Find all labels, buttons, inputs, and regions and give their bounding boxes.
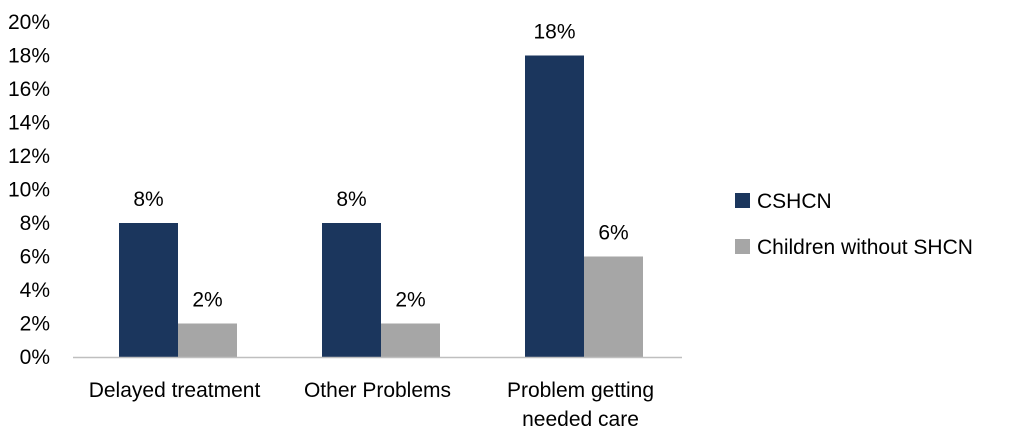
y-tick-label: 18% xyxy=(8,45,50,68)
data-labels: 8% 2% 8% 2% 18% 6% xyxy=(133,21,628,312)
y-tick-label: 14% xyxy=(8,112,50,135)
bar-cshcn xyxy=(119,223,178,357)
y-tick-label: 16% xyxy=(8,78,50,101)
data-label: 8% xyxy=(133,188,163,211)
bars xyxy=(119,55,643,357)
x-axis-category-labels: Delayed treatment Other Problems Problem g… xyxy=(89,379,654,431)
bar-cshcn xyxy=(322,223,381,357)
data-label: 8% xyxy=(336,188,366,211)
y-tick-label: 4% xyxy=(20,279,50,302)
bar-children-without-shcn xyxy=(381,323,440,357)
y-tick-label: 6% xyxy=(20,246,50,269)
x-category-label: Problem getting xyxy=(507,379,654,402)
legend-swatch xyxy=(735,193,750,208)
y-tick-label: 2% xyxy=(20,313,50,336)
y-tick-label: 0% xyxy=(20,346,50,369)
data-label: 6% xyxy=(598,222,628,245)
y-axis-tick-labels: 0% 2% 4% 6% 8% 10% 12% 14% 16% 18% 20% xyxy=(8,11,50,369)
x-category-label: needed care xyxy=(522,408,639,431)
x-category-label: Other Problems xyxy=(304,379,451,402)
bar-cshcn xyxy=(525,55,584,357)
y-tick-label: 20% xyxy=(8,11,50,34)
data-label: 2% xyxy=(192,289,222,312)
legend-label: Children without SHCN xyxy=(757,236,973,259)
legend-label: CSHCN xyxy=(757,190,832,213)
y-tick-label: 10% xyxy=(8,179,50,202)
data-label: 2% xyxy=(395,289,425,312)
legend: CSHCN Children without SHCN xyxy=(735,190,973,259)
bar-children-without-shcn xyxy=(584,256,643,357)
data-label: 18% xyxy=(533,21,575,44)
bar-children-without-shcn xyxy=(178,323,237,357)
legend-swatch xyxy=(735,239,750,254)
y-tick-label: 8% xyxy=(20,212,50,235)
x-category-label: Delayed treatment xyxy=(89,379,261,402)
y-tick-label: 12% xyxy=(8,145,50,168)
